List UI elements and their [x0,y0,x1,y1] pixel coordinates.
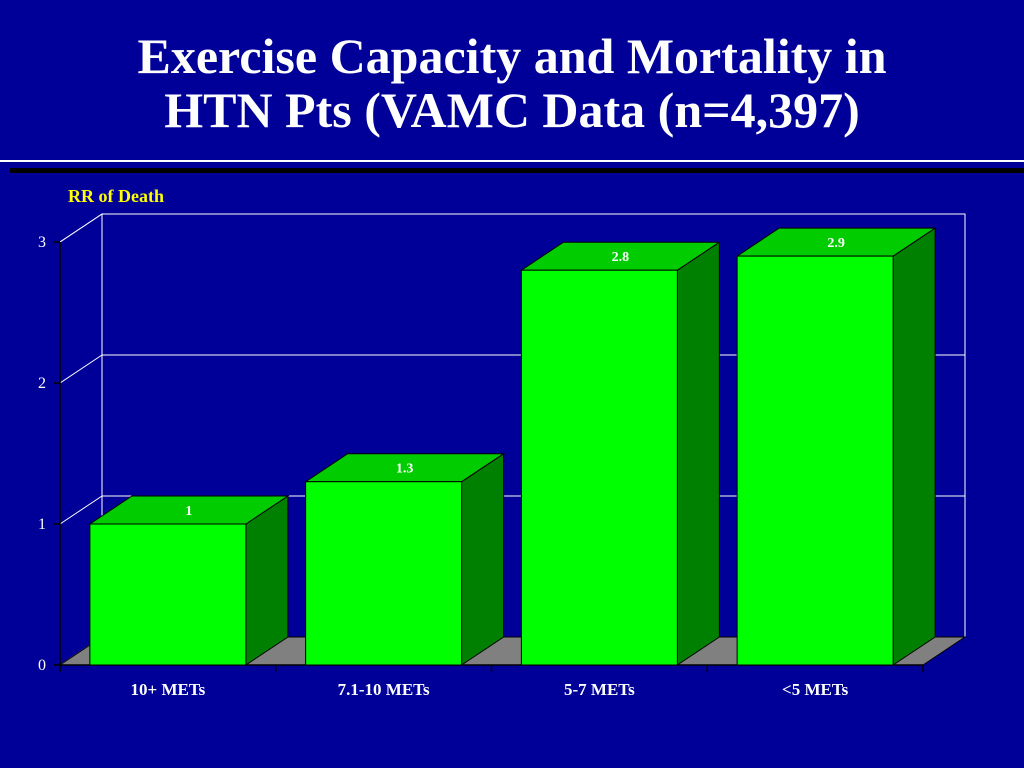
bar-side [892,227,936,666]
y-tick-label: 1 [38,516,46,533]
x-tick-label: 5-7 METs [564,680,635,699]
gridline-diagonal [59,354,103,384]
bar [305,481,463,666]
slide-title: Exercise Capacity and Mortality in HTN P… [0,28,1024,138]
x-tick-label: <5 METs [782,680,849,699]
x-tick-label: 7.1-10 METs [338,680,430,699]
bar [89,523,247,666]
title-divider [0,160,1024,162]
x-tick-label: 10+ METs [131,680,206,699]
y-tick-label: 0 [38,657,46,674]
y-axis-title: RR of Death [68,186,164,206]
gridline-diagonal [59,213,103,243]
y-tick-label: 2 [38,375,46,392]
title-line-1: Exercise Capacity and Mortality in [137,28,887,84]
bar-side [245,495,289,666]
bar-side [461,452,505,666]
data-label: 1 [185,504,192,519]
title-divider-shadow [10,168,1024,173]
bar [520,269,678,666]
y-tick-label: 3 [38,234,46,251]
data-label: 2.8 [612,250,630,265]
data-label: 1.3 [396,462,414,477]
gridline-diagonal [59,495,103,525]
bar [736,255,894,666]
bar-side [676,241,720,666]
title-line-2: HTN Pts (VAMC Data (n=4,397) [164,81,860,138]
data-label: 2.9 [827,236,845,251]
